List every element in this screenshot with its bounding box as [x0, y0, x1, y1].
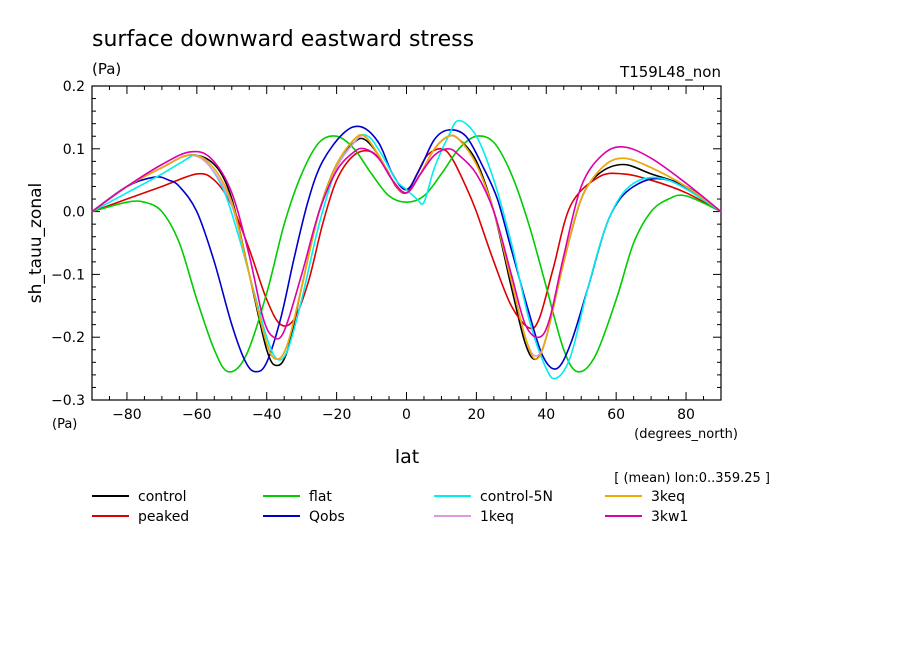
legend-label-flat: flat — [309, 489, 332, 505]
y-tick-label: −0.2 — [51, 330, 85, 346]
chart-title: surface downward eastward stress — [92, 27, 474, 52]
series-line-flat — [91, 135, 722, 373]
title-units: (Pa) — [92, 60, 121, 78]
y-tick-label: 0.0 — [63, 205, 85, 221]
y-axis-units: (Pa) — [52, 417, 77, 432]
y-tick-label: −0.3 — [51, 393, 85, 409]
y-tick-label: 0.2 — [63, 79, 85, 95]
series-line-peaked — [91, 147, 722, 330]
x-tick-label: 20 — [467, 407, 485, 423]
experiment-label: T159L48_non — [619, 63, 721, 82]
series-lines — [91, 119, 722, 380]
legend-label-3keq: 3keq — [651, 489, 685, 505]
y-tick-label: −0.1 — [51, 267, 85, 283]
x-tick-label: −60 — [182, 407, 212, 423]
mean-note: [ (mean) lon:0..359.25 ] — [614, 471, 770, 486]
legend: control peaked flat Qobs control-5N 1keq 3keq 3… — [92, 489, 688, 525]
series-line-control — [91, 134, 722, 367]
y-axis-label: sh_tauu_zonal — [26, 183, 46, 304]
y-tick-label: 0.1 — [63, 142, 85, 158]
axis-ticks: −80 −60 −40 −20 0 20 40 60 80 −0.3 −0.2 −0.1 0.0 0.1 0… — [51, 79, 722, 423]
legend-label-3kw1: 3kw1 — [651, 509, 688, 525]
legend-label-control: control — [138, 489, 187, 505]
x-tick-label: 0 — [402, 407, 411, 423]
x-axis-label: lat — [395, 446, 419, 468]
series-line-qobs — [91, 125, 722, 373]
x-tick-label: 40 — [537, 407, 555, 423]
series-line-control-5n — [91, 119, 722, 380]
plot-frame — [91, 85, 722, 401]
legend-label-1keq: 1keq — [480, 509, 514, 525]
series-line-1keq — [91, 134, 722, 360]
x-axis-units: (degrees_north) — [634, 427, 738, 442]
x-tick-label: −80 — [112, 407, 142, 423]
x-tick-label: 80 — [677, 407, 695, 423]
legend-label-peaked: peaked — [138, 509, 189, 525]
x-tick-label: −40 — [252, 407, 282, 423]
x-tick-label: 60 — [607, 407, 625, 423]
x-tick-label: −20 — [322, 407, 352, 423]
legend-label-qobs: Qobs — [309, 509, 345, 525]
legend-label-control-5n: control-5N — [480, 489, 553, 505]
series-line-3kw1 — [91, 146, 722, 340]
series-line-3keq — [91, 134, 722, 360]
